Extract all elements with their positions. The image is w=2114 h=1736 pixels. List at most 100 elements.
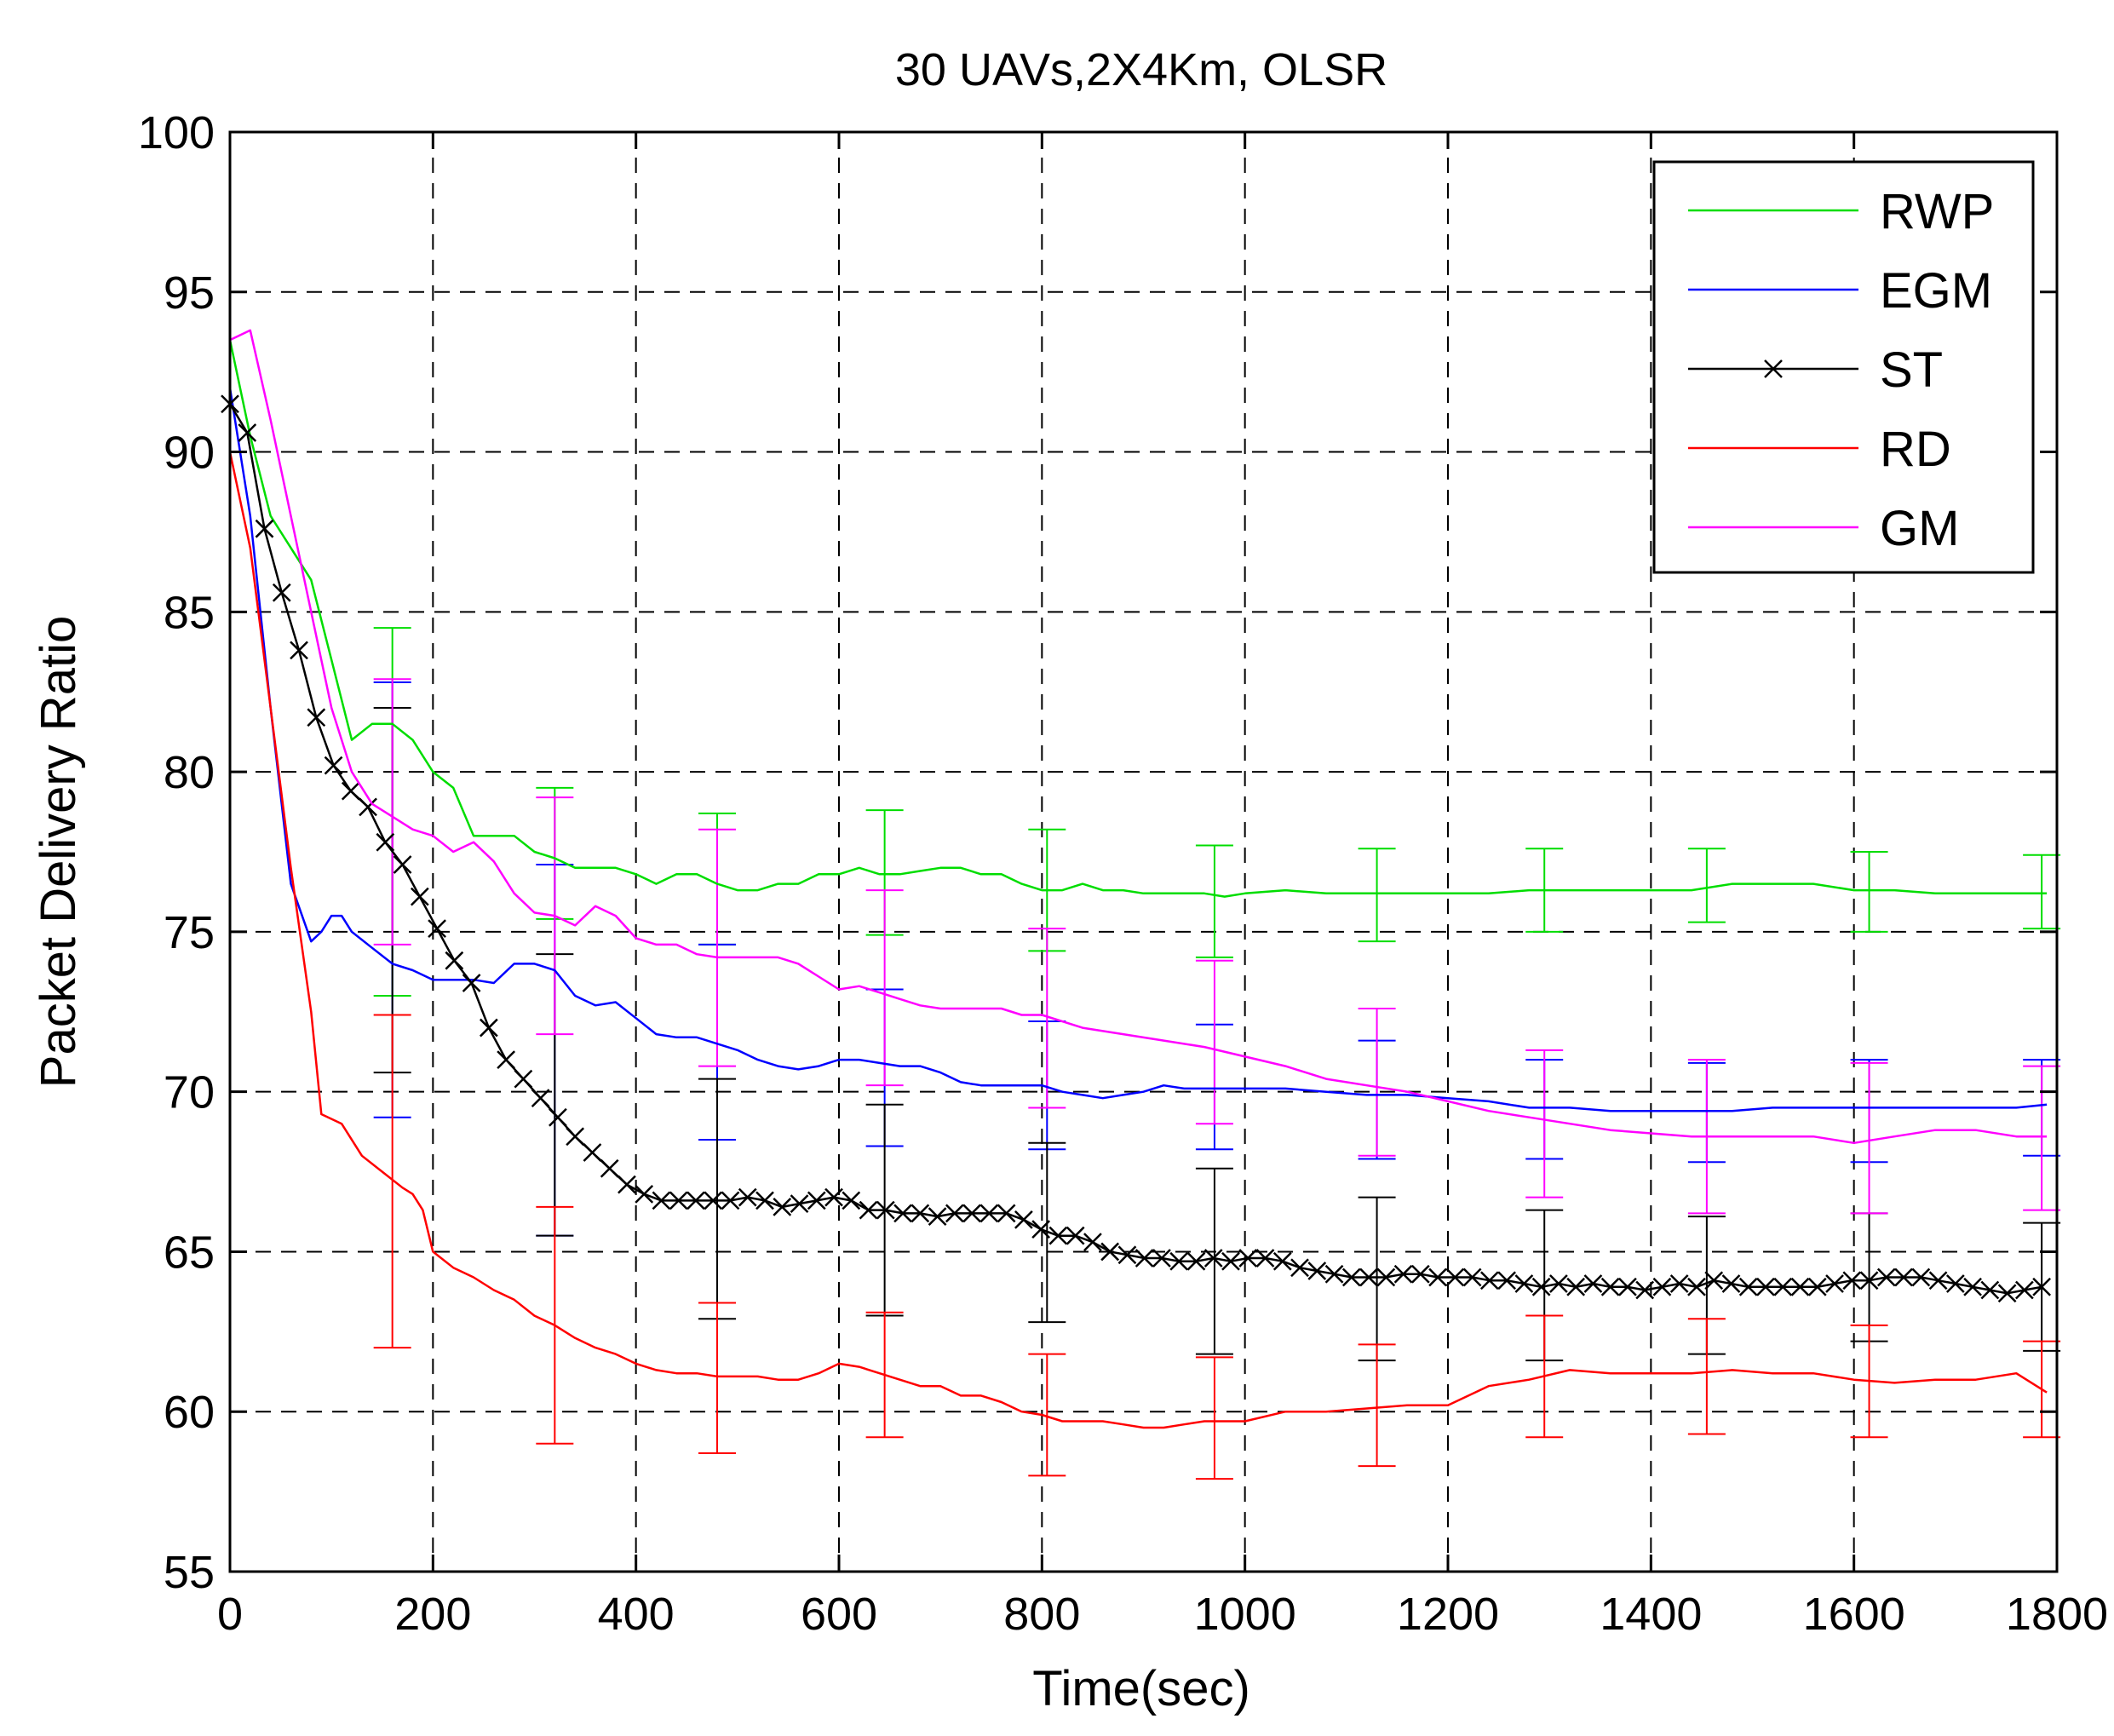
st-marker bbox=[1497, 1271, 1517, 1291]
legend-label-gm: GM bbox=[1880, 501, 1959, 556]
y-tick-label: 70 bbox=[164, 1067, 215, 1118]
gm-series-line bbox=[229, 329, 2048, 1145]
st-marker bbox=[1341, 1268, 1361, 1287]
st-marker bbox=[1048, 1226, 1068, 1245]
st-marker bbox=[1635, 1280, 1655, 1300]
st-marker bbox=[669, 1191, 688, 1210]
st-marker bbox=[807, 1191, 826, 1210]
st-marker bbox=[583, 1143, 602, 1162]
st-marker bbox=[1376, 1268, 1396, 1287]
st-marker bbox=[1031, 1220, 1051, 1239]
st-marker bbox=[1272, 1251, 1292, 1271]
st-marker bbox=[1945, 1274, 1965, 1293]
st-marker bbox=[635, 1184, 654, 1204]
st-marker bbox=[997, 1204, 1016, 1223]
st-marker bbox=[1911, 1268, 1931, 1287]
st-marker bbox=[1152, 1249, 1171, 1268]
st-marker bbox=[376, 832, 395, 852]
st-marker bbox=[600, 1158, 619, 1178]
st-marker bbox=[514, 1069, 533, 1089]
st-marker bbox=[1790, 1277, 1810, 1296]
y-tick-label: 90 bbox=[164, 428, 215, 479]
x-tick-label: 400 bbox=[598, 1589, 675, 1640]
y-tick-label: 55 bbox=[164, 1547, 215, 1598]
st-marker bbox=[738, 1187, 757, 1207]
st-marker bbox=[790, 1194, 809, 1213]
st-marker bbox=[1928, 1271, 1948, 1291]
st-marker bbox=[341, 781, 360, 801]
st-marker bbox=[721, 1191, 740, 1210]
y-tick-label: 75 bbox=[164, 907, 215, 958]
st-marker bbox=[1462, 1268, 1482, 1287]
st-marker bbox=[1359, 1268, 1378, 1287]
st-marker bbox=[1307, 1262, 1327, 1280]
x-tick-label: 1000 bbox=[1194, 1589, 1296, 1640]
st-marker bbox=[1186, 1251, 1206, 1271]
st-marker bbox=[1117, 1245, 1137, 1265]
st-marker bbox=[410, 887, 429, 906]
st-marker bbox=[1255, 1249, 1275, 1268]
st-marker bbox=[255, 519, 274, 538]
st-marker bbox=[307, 708, 326, 727]
st-marker bbox=[1221, 1251, 1240, 1271]
st-marker bbox=[359, 797, 377, 817]
legend-label-st: ST bbox=[1880, 342, 1943, 398]
legend-label-egm: EGM bbox=[1880, 263, 1992, 319]
st-marker bbox=[393, 855, 412, 874]
y-tick-label: 100 bbox=[138, 107, 215, 158]
st-marker bbox=[1479, 1271, 1499, 1291]
st-marker bbox=[428, 919, 446, 939]
st-marker bbox=[1652, 1277, 1672, 1296]
legend-box bbox=[1652, 160, 2035, 574]
egm-series-line bbox=[228, 388, 2048, 1112]
st-marker bbox=[928, 1207, 947, 1227]
st-marker bbox=[1807, 1277, 1827, 1296]
st-marker bbox=[1203, 1249, 1223, 1268]
st-marker bbox=[1773, 1277, 1793, 1296]
st-marker bbox=[290, 641, 308, 660]
st-marker bbox=[1859, 1271, 1879, 1291]
st-marker bbox=[1514, 1274, 1534, 1293]
chart-title: 30 UAVs,2X4Km, OLSR bbox=[895, 44, 1387, 95]
st-marker bbox=[272, 583, 291, 602]
st-marker bbox=[755, 1191, 774, 1210]
st-marker bbox=[1963, 1277, 1982, 1296]
st-series-line bbox=[228, 403, 2042, 1295]
x-axis-label: Time(sec) bbox=[1032, 1661, 1250, 1716]
x-tick-label: 1400 bbox=[1600, 1589, 1702, 1640]
st-marker bbox=[2014, 1280, 2034, 1300]
st-marker bbox=[445, 951, 464, 970]
st-marker bbox=[652, 1191, 671, 1210]
y-axis-label: Packet Delivery Ratio bbox=[31, 616, 86, 1088]
st-marker bbox=[462, 974, 481, 992]
st-marker bbox=[773, 1197, 792, 1216]
st-marker bbox=[549, 1107, 567, 1127]
st-marker bbox=[1980, 1280, 2000, 1300]
st-marker bbox=[566, 1127, 585, 1147]
x-tick-label: 600 bbox=[801, 1589, 877, 1640]
legend-label-rwp: RWP bbox=[1880, 184, 1994, 239]
st-marker bbox=[1549, 1274, 1568, 1293]
st-marker bbox=[2032, 1277, 2052, 1296]
st-marker bbox=[531, 1089, 550, 1108]
series-layer bbox=[221, 329, 2061, 1480]
st-marker bbox=[1721, 1274, 1741, 1293]
st-marker bbox=[1238, 1249, 1258, 1268]
axis-ticks: 0 200 400 600 800 1000 1200 1400 1600 1800 55 60 65 7… bbox=[138, 107, 2108, 1640]
st-marker bbox=[1531, 1277, 1551, 1296]
st-marker bbox=[704, 1191, 723, 1210]
y-tick-label: 85 bbox=[164, 587, 215, 638]
legend-marker-st bbox=[1764, 359, 1783, 378]
st-marker bbox=[876, 1200, 895, 1220]
st-marker bbox=[1566, 1277, 1586, 1296]
st-marker bbox=[686, 1191, 705, 1210]
st-marker bbox=[1876, 1268, 1896, 1287]
st-marker bbox=[1687, 1277, 1706, 1296]
st-marker bbox=[1290, 1258, 1309, 1278]
y-tick-label: 65 bbox=[164, 1227, 215, 1278]
st-marker bbox=[911, 1204, 930, 1223]
st-marker bbox=[1445, 1268, 1465, 1287]
x-tick-label: 200 bbox=[394, 1589, 471, 1640]
st-marker bbox=[1583, 1274, 1603, 1293]
y-tick-label: 80 bbox=[164, 747, 215, 798]
